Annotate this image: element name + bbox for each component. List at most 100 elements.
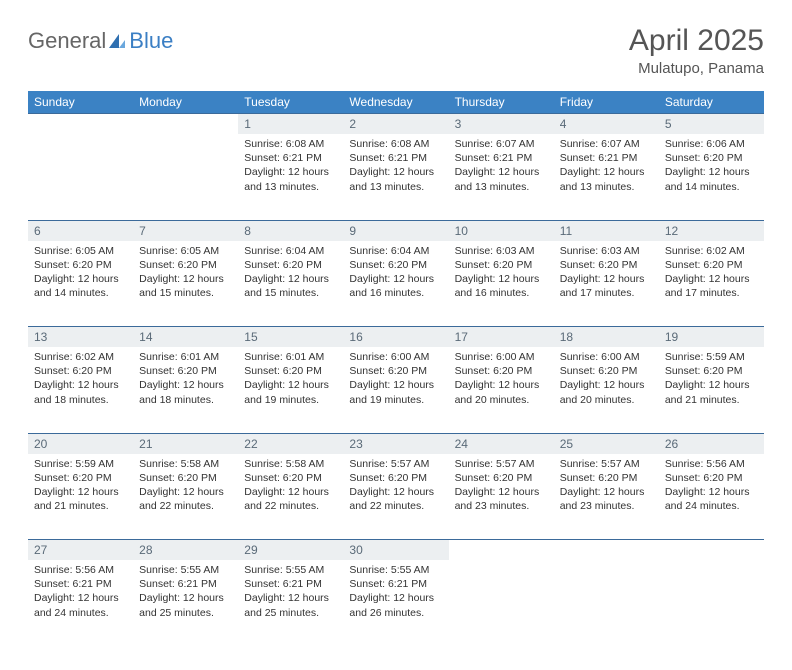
day-number: 7 [133,220,238,241]
day-number: 2 [343,114,448,135]
sunrise-text: Sunrise: 6:07 AM [455,137,548,151]
d2-text: and 16 minutes. [455,286,548,300]
d1-text: Daylight: 12 hours [244,272,337,286]
day-number-row: 6789101112 [28,220,764,241]
d1-text: Daylight: 12 hours [665,272,758,286]
d1-text: Daylight: 12 hours [560,378,653,392]
day-cell: Sunrise: 6:01 AMSunset: 6:20 PMDaylight:… [133,347,238,433]
d2-text: and 22 minutes. [139,499,232,513]
day-number: 8 [238,220,343,241]
d2-text: and 17 minutes. [665,286,758,300]
sunset-text: Sunset: 6:20 PM [139,258,232,272]
sunrise-text: Sunrise: 6:08 AM [349,137,442,151]
d2-text: and 22 minutes. [244,499,337,513]
d2-text: and 13 minutes. [349,180,442,194]
d1-text: Daylight: 12 hours [349,272,442,286]
day-cell: Sunrise: 6:00 AMSunset: 6:20 PMDaylight:… [554,347,659,433]
day-cell: Sunrise: 5:58 AMSunset: 6:20 PMDaylight:… [238,454,343,540]
day-number: 26 [659,433,764,454]
d1-text: Daylight: 12 hours [139,591,232,605]
d2-text: and 13 minutes. [455,180,548,194]
day-cell: Sunrise: 6:08 AMSunset: 6:21 PMDaylight:… [238,134,343,220]
day-cell: Sunrise: 5:57 AMSunset: 6:20 PMDaylight:… [449,454,554,540]
page-title: April 2025 [629,24,764,58]
day-cell [28,134,133,220]
weekday-header: Tuesday [238,91,343,114]
day-cell: Sunrise: 6:07 AMSunset: 6:21 PMDaylight:… [449,134,554,220]
day-cell: Sunrise: 6:06 AMSunset: 6:20 PMDaylight:… [659,134,764,220]
sunrise-text: Sunrise: 6:03 AM [560,244,653,258]
d2-text: and 18 minutes. [34,393,127,407]
day-cell: Sunrise: 5:57 AMSunset: 6:20 PMDaylight:… [343,454,448,540]
d2-text: and 19 minutes. [244,393,337,407]
day-number: 16 [343,327,448,348]
day-cell: Sunrise: 6:02 AMSunset: 6:20 PMDaylight:… [659,241,764,327]
sunset-text: Sunset: 6:20 PM [455,258,548,272]
d1-text: Daylight: 12 hours [349,485,442,499]
day-number: 10 [449,220,554,241]
sunrise-text: Sunrise: 5:58 AM [244,457,337,471]
sunrise-text: Sunrise: 5:57 AM [455,457,548,471]
d1-text: Daylight: 12 hours [34,272,127,286]
d2-text: and 25 minutes. [139,606,232,620]
sunset-text: Sunset: 6:20 PM [244,364,337,378]
sunrise-text: Sunrise: 6:00 AM [349,350,442,364]
day-cell: Sunrise: 6:03 AMSunset: 6:20 PMDaylight:… [449,241,554,327]
day-cell [659,560,764,646]
sunrise-text: Sunrise: 6:06 AM [665,137,758,151]
d2-text: and 19 minutes. [349,393,442,407]
day-number [449,540,554,561]
sunrise-text: Sunrise: 6:02 AM [665,244,758,258]
day-number: 12 [659,220,764,241]
sunrise-text: Sunrise: 5:57 AM [560,457,653,471]
sunset-text: Sunset: 6:20 PM [665,151,758,165]
d1-text: Daylight: 12 hours [244,591,337,605]
d2-text: and 16 minutes. [349,286,442,300]
sunset-text: Sunset: 6:20 PM [139,471,232,485]
d1-text: Daylight: 12 hours [139,378,232,392]
sunrise-text: Sunrise: 6:07 AM [560,137,653,151]
day-content-row: Sunrise: 6:08 AMSunset: 6:21 PMDaylight:… [28,134,764,220]
d1-text: Daylight: 12 hours [665,378,758,392]
sunset-text: Sunset: 6:20 PM [665,258,758,272]
day-cell: Sunrise: 6:02 AMSunset: 6:20 PMDaylight:… [28,347,133,433]
d1-text: Daylight: 12 hours [560,272,653,286]
sunset-text: Sunset: 6:21 PM [560,151,653,165]
day-cell: Sunrise: 5:55 AMSunset: 6:21 PMDaylight:… [238,560,343,646]
sunrise-text: Sunrise: 5:56 AM [34,563,127,577]
d1-text: Daylight: 12 hours [34,378,127,392]
logo-text-blue: Blue [129,28,173,54]
d1-text: Daylight: 12 hours [244,485,337,499]
sunset-text: Sunset: 6:21 PM [244,151,337,165]
d2-text: and 23 minutes. [560,499,653,513]
day-cell: Sunrise: 6:08 AMSunset: 6:21 PMDaylight:… [343,134,448,220]
sunrise-text: Sunrise: 6:05 AM [139,244,232,258]
sunset-text: Sunset: 6:20 PM [244,471,337,485]
day-cell: Sunrise: 6:01 AMSunset: 6:20 PMDaylight:… [238,347,343,433]
sunset-text: Sunset: 6:21 PM [244,577,337,591]
sunset-text: Sunset: 6:20 PM [560,471,653,485]
sunset-text: Sunset: 6:21 PM [455,151,548,165]
d2-text: and 26 minutes. [349,606,442,620]
day-cell: Sunrise: 6:05 AMSunset: 6:20 PMDaylight:… [28,241,133,327]
location-label: Mulatupo, Panama [629,60,764,77]
day-number: 28 [133,540,238,561]
sunrise-text: Sunrise: 5:56 AM [665,457,758,471]
sunset-text: Sunset: 6:21 PM [34,577,127,591]
day-number: 18 [554,327,659,348]
sunrise-text: Sunrise: 6:02 AM [34,350,127,364]
logo-sail-icon [107,32,127,50]
sunset-text: Sunset: 6:21 PM [349,151,442,165]
day-number: 21 [133,433,238,454]
day-number: 27 [28,540,133,561]
day-cell: Sunrise: 5:57 AMSunset: 6:20 PMDaylight:… [554,454,659,540]
day-cell [449,560,554,646]
day-cell [133,134,238,220]
sunrise-text: Sunrise: 6:01 AM [244,350,337,364]
day-number: 29 [238,540,343,561]
sunset-text: Sunset: 6:21 PM [349,577,442,591]
sunrise-text: Sunrise: 5:55 AM [139,563,232,577]
day-number: 19 [659,327,764,348]
d2-text: and 20 minutes. [455,393,548,407]
sunset-text: Sunset: 6:20 PM [349,258,442,272]
